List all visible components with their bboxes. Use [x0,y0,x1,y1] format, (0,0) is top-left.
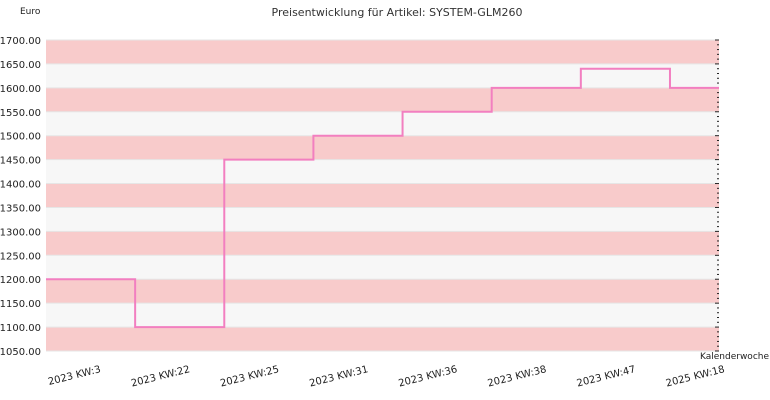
y-axis-ticks: 1050.00 1100.00 1150.00 1200.00 1250.00 1300.… [0,36,41,358]
y-tick-label: 1200.00 [0,275,41,286]
y-tick-label: 1650.00 [0,60,41,71]
price-series [46,67,719,329]
plot-band [46,40,719,64]
plot-band [46,135,719,160]
plot-band [46,279,719,304]
x-tick-label: 2025 KW:18 [665,364,726,389]
y-tick-label: 1500.00 [0,132,41,143]
x-tick-label: 2023 KW:22 [130,364,191,389]
y-tick-label: 1700.00 [0,36,41,47]
plot-band [46,183,719,208]
price-step-line [46,67,719,329]
x-tick-label: 2023 KW:38 [487,364,548,389]
plot-band [46,303,719,328]
x-tick-label: 2023 KW:31 [308,364,369,389]
y-tick-label: 1100.00 [0,323,41,334]
x-tick-label: 2023 KW:47 [576,364,637,389]
x-axis-label: Kalenderwoche [700,352,769,362]
y-tick-label: 1050.00 [0,347,41,358]
plot-band [46,207,719,232]
y-tick-label: 1150.00 [0,299,41,310]
y-tick-label: 1250.00 [0,251,41,262]
y-tick-label: 1350.00 [0,203,41,214]
chart-title: Preisentwicklung für Artikel: SYSTEM-GLM… [272,6,523,19]
grid-lines [46,39,719,352]
x-tick-label: 2023 KW:3 [47,364,102,388]
plot-band [46,87,719,112]
plot-band [46,327,719,351]
plot-band [46,231,719,256]
y-tick-label: 1450.00 [0,156,41,167]
x-tick-label: 2023 KW:25 [219,364,280,389]
y-tick-label: 1550.00 [0,108,41,119]
y-tick-label: 1300.00 [0,227,41,238]
plot-band [46,255,719,280]
x-tick-label: 2023 KW:36 [397,364,458,389]
plot-band [46,111,719,136]
y-tick-label: 1400.00 [0,180,41,191]
y-tick-label: 1600.00 [0,84,41,95]
plot-band [46,159,719,184]
plot-bands [46,40,719,351]
plot-band [46,63,719,88]
y-axis-label: Euro [20,7,41,17]
x-axis-ticks: 2023 KW:3 2023 KW:22 2023 KW:25 2023 KW:31 2… [47,364,726,389]
